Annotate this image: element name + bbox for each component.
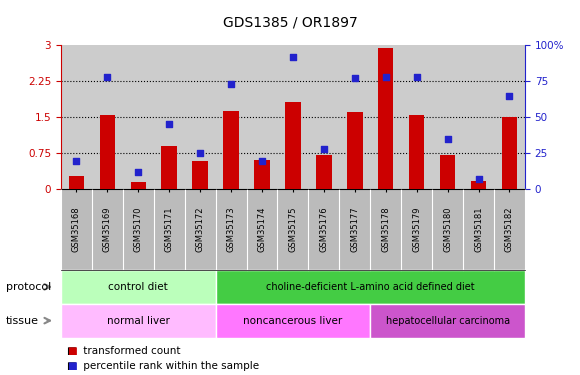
Point <box>103 74 112 80</box>
Text: GSM35181: GSM35181 <box>474 207 483 252</box>
Bar <box>502 117 517 189</box>
Bar <box>378 48 393 189</box>
Bar <box>68 176 84 189</box>
Text: ■  transformed count: ■ transformed count <box>67 346 180 355</box>
Bar <box>471 181 486 189</box>
Text: GSM35170: GSM35170 <box>134 207 143 252</box>
Bar <box>100 115 115 189</box>
Bar <box>193 162 208 189</box>
Point <box>226 81 235 87</box>
Text: GSM35176: GSM35176 <box>320 207 328 252</box>
Text: GDS1385 / OR1897: GDS1385 / OR1897 <box>223 15 357 30</box>
Point <box>258 158 267 164</box>
Text: protocol: protocol <box>6 282 51 292</box>
Point <box>412 74 421 80</box>
Point <box>72 158 81 164</box>
Point <box>288 54 298 60</box>
Point <box>319 146 328 152</box>
Text: ■: ■ <box>67 361 77 370</box>
Point <box>133 169 143 175</box>
Point <box>350 75 360 81</box>
Bar <box>347 112 362 189</box>
Text: GSM35173: GSM35173 <box>227 207 235 252</box>
Bar <box>254 159 270 189</box>
Text: normal liver: normal liver <box>107 316 170 326</box>
Text: ■  percentile rank within the sample: ■ percentile rank within the sample <box>67 361 259 370</box>
Text: hepatocellular carcinoma: hepatocellular carcinoma <box>386 316 510 326</box>
Bar <box>409 115 425 189</box>
Bar <box>316 155 332 189</box>
Text: GSM35177: GSM35177 <box>350 207 359 252</box>
Text: ■: ■ <box>67 346 77 355</box>
Text: GSM35168: GSM35168 <box>72 207 81 252</box>
Text: GSM35179: GSM35179 <box>412 207 421 252</box>
Bar <box>440 155 455 189</box>
Point <box>505 93 514 99</box>
Bar <box>161 146 177 189</box>
Text: control diet: control diet <box>108 282 168 292</box>
Text: tissue: tissue <box>6 316 39 326</box>
Text: noncancerous liver: noncancerous liver <box>243 316 343 326</box>
Point <box>381 74 390 80</box>
Text: GSM35178: GSM35178 <box>381 207 390 252</box>
Point <box>443 136 452 142</box>
Bar <box>130 182 146 189</box>
Point <box>165 122 174 128</box>
Bar <box>223 111 239 189</box>
Text: GSM35175: GSM35175 <box>288 207 298 252</box>
Text: GSM35180: GSM35180 <box>443 207 452 252</box>
Bar <box>285 102 300 189</box>
Text: choline-deficient L-amino acid defined diet: choline-deficient L-amino acid defined d… <box>266 282 474 292</box>
Text: GSM35171: GSM35171 <box>165 207 173 252</box>
Text: GSM35172: GSM35172 <box>195 207 205 252</box>
Text: GSM35174: GSM35174 <box>258 207 266 252</box>
Point <box>474 176 483 182</box>
Text: GSM35169: GSM35169 <box>103 207 112 252</box>
Text: GSM35182: GSM35182 <box>505 207 514 252</box>
Point <box>195 150 205 156</box>
